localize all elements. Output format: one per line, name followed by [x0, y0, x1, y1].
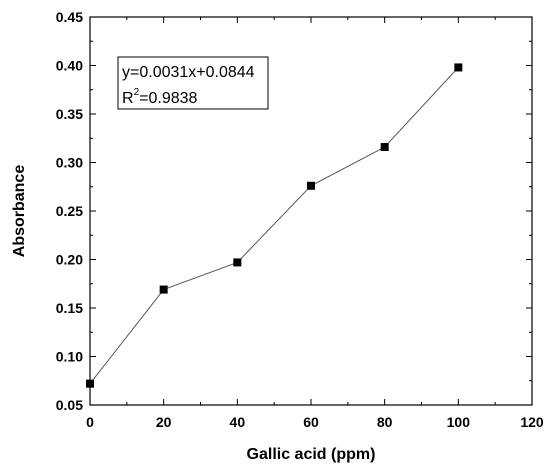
x-tick-label: 120: [520, 414, 544, 430]
y-axis-ticks: 0.05 0.10 0.15 0.20 0.25 0.30 0.35 0.40 0.45: [56, 9, 532, 413]
x-axis-label: Gallic acid (ppm): [247, 446, 376, 463]
y-tick-label: 0.35: [56, 106, 83, 122]
y-tick-label: 0.20: [56, 252, 83, 268]
y-tick-label: 0.05: [56, 397, 83, 413]
x-tick-label: 60: [303, 414, 319, 430]
y-tick-label: 0.40: [56, 58, 83, 74]
y-tick-label: 0.10: [56, 349, 83, 365]
y-tick-label: 0.45: [56, 9, 83, 25]
data-point: [454, 63, 463, 72]
x-tick-label: 20: [156, 414, 172, 430]
data-point: [307, 181, 315, 190]
series-line: [89, 67, 459, 384]
data-point: [233, 258, 242, 267]
y-tick-label: 0.15: [56, 300, 83, 316]
data-markers: [86, 63, 463, 388]
r-squared-prefix: R: [122, 90, 134, 107]
r-squared: R2=0.9838: [122, 87, 198, 107]
data-point: [86, 379, 94, 388]
x-tick-label: 40: [230, 414, 246, 430]
x-tick-label: 100: [447, 414, 471, 430]
x-axis-ticks: 0 20 40 60 80 100 120: [86, 17, 544, 430]
r-squared-value: =0.9838: [139, 90, 197, 107]
y-tick-label: 0.25: [56, 203, 83, 219]
regression-equation: y=0.0031x+0.0844: [122, 64, 255, 81]
data-point: [380, 142, 389, 151]
regression-annotation: y=0.0031x+0.0844 R2=0.9838: [117, 56, 269, 110]
y-tick-label: 0.30: [56, 155, 83, 171]
x-tick-label: 0: [86, 414, 94, 430]
data-point: [159, 285, 168, 294]
y-axis-label: Absorbance: [11, 165, 28, 258]
x-tick-label: 80: [377, 414, 393, 430]
annotation-box: [117, 56, 269, 110]
r-squared-superscript: 2: [134, 87, 140, 98]
